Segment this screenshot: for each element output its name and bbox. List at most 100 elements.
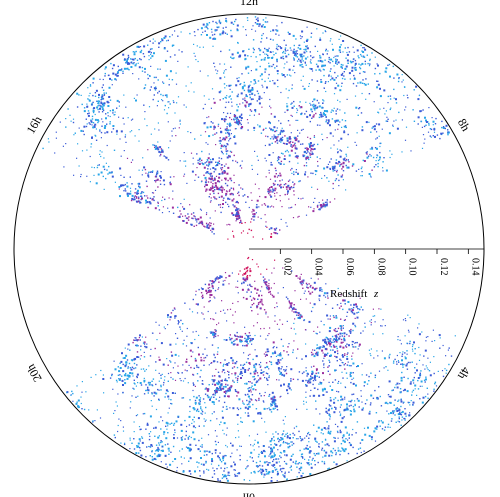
galaxy-point (282, 139, 284, 141)
galaxy-point (273, 267, 275, 269)
galaxy-point (374, 376, 376, 379)
galaxy-point (220, 157, 223, 160)
galaxy-point (241, 126, 244, 128)
galaxy-point (253, 114, 255, 116)
galaxy-point (158, 372, 160, 374)
galaxy-point (264, 366, 266, 369)
galaxy-point (253, 371, 255, 373)
galaxy-point (398, 421, 401, 423)
galaxy-point (238, 436, 240, 438)
galaxy-point (293, 184, 295, 186)
galaxy-point (191, 217, 193, 219)
galaxy-point (313, 330, 315, 332)
galaxy-point (352, 377, 355, 379)
galaxy-point (211, 379, 213, 381)
galaxy-point (282, 345, 284, 347)
galaxy-point (284, 52, 286, 54)
galaxy-point (296, 157, 299, 159)
galaxy-point (101, 125, 103, 127)
galaxy-point (228, 371, 230, 373)
galaxy-point (321, 388, 324, 391)
galaxy-point (225, 136, 228, 139)
galaxy-point (280, 160, 283, 163)
galaxy-point (392, 411, 395, 413)
galaxy-point (304, 437, 306, 439)
galaxy-point (315, 372, 317, 375)
galaxy-point (282, 474, 284, 476)
galaxy-point (124, 188, 126, 190)
galaxy-point (164, 198, 166, 201)
galaxy-point (200, 412, 202, 415)
galaxy-point (161, 38, 163, 40)
galaxy-point (228, 336, 231, 339)
galaxy-point (160, 389, 162, 391)
galaxy-point (216, 164, 219, 166)
galaxy-point (276, 480, 278, 482)
galaxy-point (204, 26, 206, 28)
galaxy-point (119, 138, 121, 140)
galaxy-point (311, 373, 314, 375)
galaxy-point (279, 451, 282, 454)
galaxy-point (126, 194, 129, 196)
galaxy-point (275, 362, 278, 364)
galaxy-point (129, 437, 131, 439)
galaxy-point (139, 202, 141, 204)
galaxy-point (203, 450, 206, 453)
galaxy-point (227, 203, 229, 205)
galaxy-point (336, 304, 339, 306)
galaxy-point (137, 356, 139, 358)
galaxy-point (333, 341, 336, 343)
galaxy-point (201, 297, 204, 299)
galaxy-point (397, 420, 399, 422)
galaxy-point (292, 461, 294, 463)
galaxy-point (296, 476, 298, 478)
galaxy-point (344, 319, 346, 321)
galaxy-point (389, 150, 391, 152)
galaxy-point (134, 195, 136, 197)
galaxy-point (140, 192, 142, 195)
galaxy-point (412, 401, 415, 404)
galaxy-point (300, 106, 303, 109)
galaxy-point (309, 145, 311, 148)
galaxy-point (201, 288, 204, 290)
galaxy-point (90, 119, 92, 121)
galaxy-point (324, 296, 327, 298)
galaxy-point (224, 96, 226, 99)
galaxy-point (250, 285, 252, 287)
galaxy-point (194, 35, 196, 37)
galaxy-point (332, 182, 334, 185)
galaxy-point (210, 187, 213, 190)
galaxy-point (259, 195, 261, 198)
galaxy-point (317, 50, 319, 52)
galaxy-point (215, 368, 217, 370)
galaxy-point (126, 60, 128, 63)
galaxy-point (176, 437, 179, 439)
galaxy-point (208, 291, 210, 293)
galaxy-point (291, 270, 293, 272)
galaxy-point (111, 84, 113, 86)
galaxy-point (141, 441, 144, 444)
galaxy-point (432, 135, 434, 137)
galaxy-point (352, 346, 354, 348)
galaxy-point (209, 398, 211, 401)
galaxy-point (286, 74, 289, 76)
galaxy-point (267, 56, 270, 59)
galaxy-point (275, 169, 277, 172)
galaxy-point (96, 100, 98, 102)
galaxy-point (152, 144, 154, 146)
galaxy-point (331, 109, 333, 111)
galaxy-point (309, 142, 312, 144)
galaxy-point (240, 340, 242, 343)
galaxy-point (201, 446, 203, 448)
galaxy-point (139, 449, 142, 452)
galaxy-point (127, 54, 130, 57)
galaxy-point (380, 405, 383, 407)
galaxy-point (228, 122, 231, 125)
galaxy-point (95, 182, 98, 185)
galaxy-point (161, 446, 163, 448)
galaxy-point (213, 411, 215, 413)
galaxy-point (264, 71, 266, 73)
galaxy-point (256, 306, 259, 308)
galaxy-point (323, 364, 325, 366)
galaxy-point (131, 130, 133, 132)
